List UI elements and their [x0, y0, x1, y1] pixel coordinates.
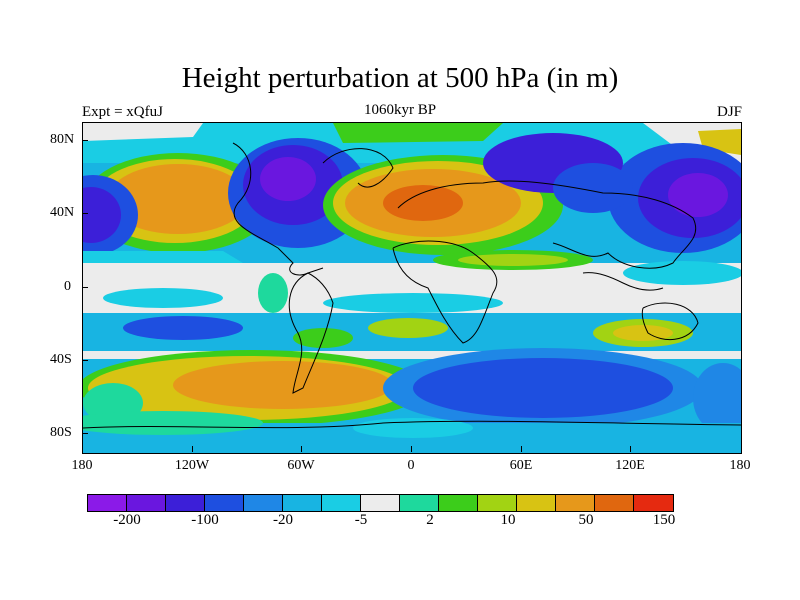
colorbar-swatch-9	[439, 495, 478, 511]
coast-australia	[641, 302, 699, 341]
x-tick-60W	[301, 446, 302, 452]
field-s-yellow-ind	[613, 325, 673, 341]
coast-north-america	[232, 142, 324, 276]
field-trop-cyan-w	[83, 251, 243, 263]
colorbar-swatch-13	[595, 495, 634, 511]
field-eu-darkorange	[383, 185, 463, 221]
field-si-blue-e	[693, 363, 741, 433]
y-tick-40N	[82, 213, 88, 214]
colorbar-swatch-14	[634, 495, 673, 511]
time-label: 1060kyr BP	[363, 102, 437, 118]
field-s-lime-atl	[368, 318, 448, 338]
y-label-80N: 80N	[50, 132, 75, 147]
colorbar-label-50: 50	[578, 512, 594, 528]
x-label-120W: 120W	[174, 458, 210, 473]
colorbar-swatch-8	[400, 495, 439, 511]
coast-eurasia	[397, 180, 696, 269]
colorbar-label-neg200: -200	[113, 512, 141, 528]
colorbar-swatch-11	[517, 495, 556, 511]
field-trop-lime-n	[458, 254, 568, 266]
experiment-label: Expt = xQfuJ	[82, 104, 163, 120]
coast-africa	[392, 240, 498, 344]
y-tick-80S	[82, 433, 88, 434]
contour-map	[82, 122, 742, 454]
colorbar-swatch-0	[88, 495, 127, 511]
y-label-80S: 80S	[50, 425, 72, 440]
colorbar-swatch-6	[322, 495, 361, 511]
coast-south-america	[288, 272, 334, 394]
field-trop-cyan-e	[623, 261, 741, 285]
colorbar-label-10: 10	[500, 512, 516, 528]
field-sp-orange	[173, 361, 393, 409]
colorbar-swatch-10	[478, 495, 517, 511]
colorbar-swatch-12	[556, 495, 595, 511]
colorbar-label-neg100: -100	[191, 512, 219, 528]
field-na-violet	[260, 157, 316, 201]
colorbar	[87, 494, 674, 512]
coast-antarctica	[83, 420, 741, 429]
season-label: DJF	[716, 104, 742, 120]
y-label-40N: 40N	[50, 205, 75, 220]
colorbar-swatch-3	[205, 495, 244, 511]
colorbar-swatch-1	[127, 495, 166, 511]
coastlines	[83, 142, 741, 429]
field-s-white	[83, 351, 741, 359]
field-wpac-indigo	[83, 187, 121, 243]
y-tick-40S	[82, 360, 88, 361]
x-label-60W: 60W	[287, 458, 315, 473]
coast-greenland	[322, 148, 394, 188]
x-label-180-west: 180	[71, 458, 93, 473]
colorbar-swatch-7	[361, 495, 400, 511]
field-arctic-white-w	[83, 123, 203, 141]
field-siberia-blue	[553, 163, 633, 213]
x-tick-0	[411, 446, 412, 452]
x-tick-120W	[192, 446, 193, 452]
colorbar-swatch-4	[244, 495, 283, 511]
field-ant-teal	[83, 411, 263, 435]
x-tick-120E	[630, 446, 631, 452]
field-trop-teal-sa	[258, 273, 288, 313]
field-s-blue-w	[123, 316, 243, 340]
x-label-120E: 120E	[615, 458, 645, 473]
colorbar-label-2: 2	[426, 512, 434, 528]
field-arctic-green	[333, 123, 503, 143]
field-trop-cyan-pac	[103, 288, 223, 308]
y-label-0: 0	[64, 279, 71, 294]
field-asia-violet	[668, 173, 728, 217]
x-tick-60E	[521, 446, 522, 452]
colorbar-swatch-5	[283, 495, 322, 511]
field-npac-orange	[108, 164, 248, 234]
colorbar-label-150: 150	[652, 512, 676, 528]
coast-indonesia	[582, 272, 664, 291]
colorbar-label-neg5: -5	[354, 512, 368, 528]
contour-field	[83, 123, 741, 453]
x-label-60E: 60E	[509, 458, 533, 473]
figure-title: Height perturbation at 500 hPa (in m)	[181, 62, 619, 94]
colorbar-label-neg20: -20	[273, 512, 293, 528]
colorbar-swatch-2	[166, 495, 205, 511]
y-label-40S: 40S	[50, 352, 72, 367]
y-tick-80N	[82, 140, 88, 141]
x-label-180-east: 180	[729, 458, 751, 473]
field-trop-cyan-atl	[323, 293, 503, 313]
y-tick-0	[82, 287, 88, 288]
field-si-darkblue	[413, 358, 673, 418]
x-label-0: 0	[407, 458, 415, 473]
